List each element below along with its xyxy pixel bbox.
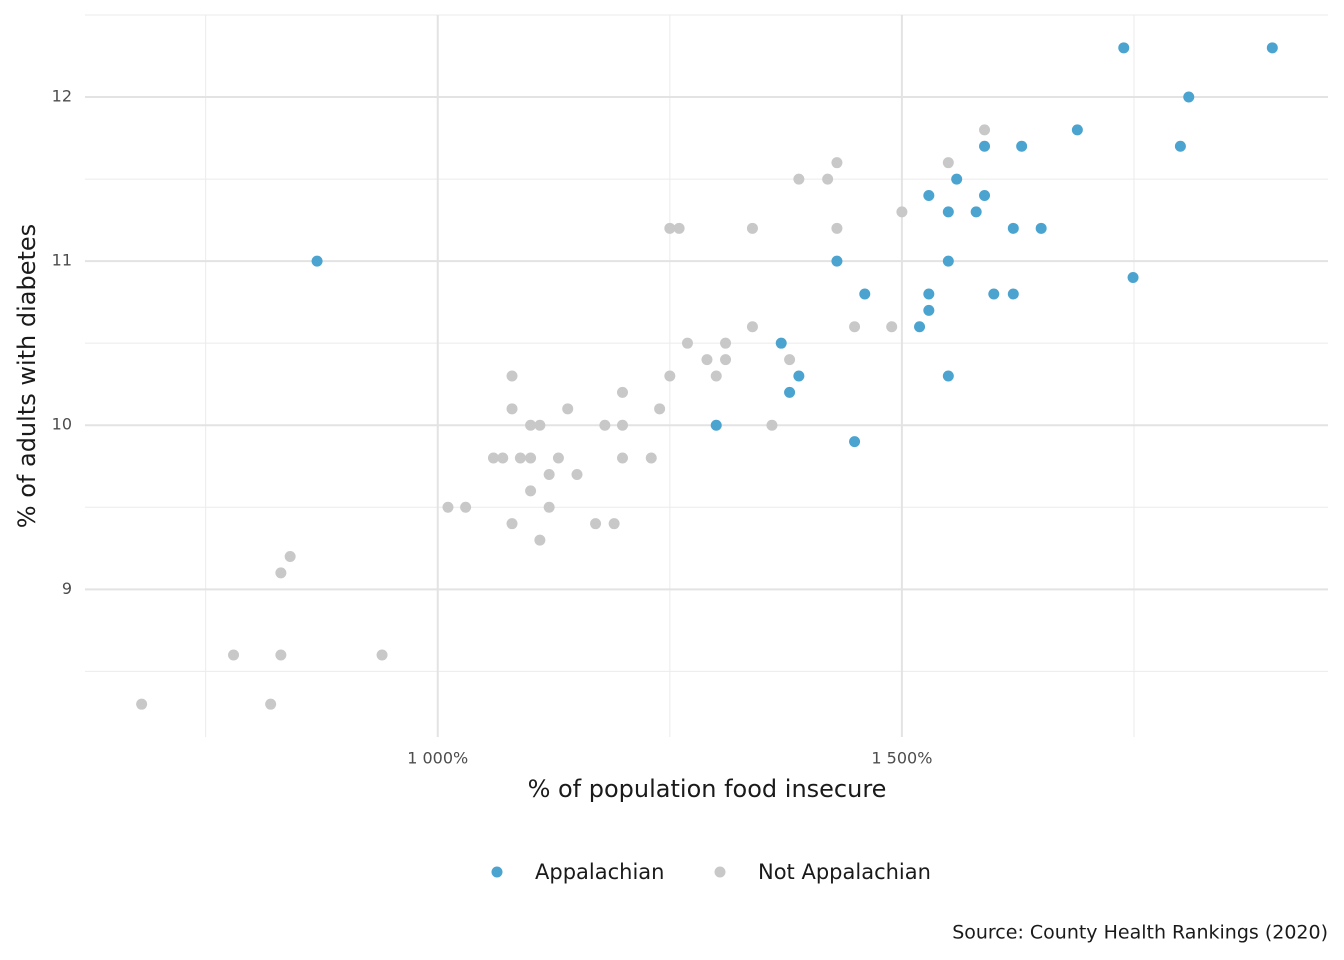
point (487, 452, 499, 464)
point (923, 288, 935, 300)
point (942, 206, 954, 218)
point (942, 255, 954, 267)
point (664, 222, 676, 234)
y-tick-label: 12 (52, 87, 72, 106)
point (849, 321, 861, 333)
point (664, 370, 676, 382)
point (654, 403, 666, 415)
point (1071, 124, 1083, 136)
point (616, 386, 628, 398)
point (562, 403, 574, 415)
point (988, 288, 1000, 300)
point (849, 436, 861, 448)
point (886, 321, 898, 333)
point (543, 501, 555, 513)
point (534, 419, 546, 431)
point (497, 452, 509, 464)
point (914, 321, 926, 333)
point (859, 288, 871, 300)
point (784, 354, 796, 366)
point (979, 190, 991, 201)
point (136, 698, 148, 710)
point (275, 649, 287, 661)
legend-label: Appalachian (535, 860, 664, 884)
point (701, 354, 713, 366)
legend-marker (491, 866, 503, 878)
point (942, 370, 954, 382)
y-tick-label: 10 (52, 415, 72, 434)
point (831, 222, 843, 234)
point (608, 518, 620, 530)
point (376, 649, 388, 661)
point (746, 321, 758, 333)
point (720, 354, 732, 366)
point (942, 157, 954, 169)
point (552, 452, 564, 464)
point (616, 419, 628, 431)
point (1174, 140, 1186, 152)
x-axis-title: % of population food insecure (528, 775, 887, 803)
point (543, 468, 555, 480)
point (275, 567, 287, 579)
point (525, 419, 537, 431)
point (766, 419, 778, 431)
point (710, 370, 722, 382)
point (951, 173, 963, 185)
point (923, 190, 935, 201)
point (775, 337, 787, 349)
point (1007, 288, 1019, 300)
y-tick-label: 11 (52, 251, 72, 270)
point (1118, 42, 1130, 54)
legend-label: Not Appalachian (758, 860, 931, 884)
point (506, 403, 518, 415)
point (831, 255, 843, 267)
x-tick-label: 1 000% (407, 749, 468, 768)
point (923, 304, 935, 316)
point (831, 157, 843, 169)
point (460, 501, 472, 513)
point (979, 124, 991, 136)
point (1127, 272, 1139, 284)
point (525, 452, 537, 464)
point (265, 698, 277, 710)
point (1183, 91, 1195, 103)
point (514, 452, 526, 464)
point (673, 222, 685, 234)
point (896, 206, 908, 218)
point (822, 173, 834, 185)
point (710, 419, 722, 431)
point (746, 222, 758, 234)
point (1035, 222, 1047, 234)
point (1016, 140, 1028, 152)
point (506, 518, 518, 530)
point (681, 337, 693, 349)
point (228, 649, 240, 661)
point (1266, 42, 1278, 54)
point (793, 173, 805, 185)
x-tick-label: 1 500% (871, 749, 932, 768)
point (1007, 222, 1019, 234)
point (534, 534, 546, 546)
point (525, 485, 537, 497)
point (442, 501, 454, 513)
point (506, 370, 518, 382)
point (599, 419, 611, 431)
caption: Source: County Health Rankings (2020) (952, 922, 1328, 944)
point (590, 518, 602, 530)
point (793, 370, 805, 382)
point (979, 140, 991, 152)
point (970, 206, 982, 218)
point (284, 551, 296, 562)
point (720, 337, 732, 349)
point (645, 452, 657, 464)
y-tick-label: 9 (62, 579, 72, 598)
y-axis-title: % of adults with diabetes (13, 224, 41, 528)
legend-marker (714, 866, 726, 878)
point (784, 386, 796, 398)
point (616, 452, 628, 464)
point (571, 468, 583, 480)
point (311, 255, 323, 267)
